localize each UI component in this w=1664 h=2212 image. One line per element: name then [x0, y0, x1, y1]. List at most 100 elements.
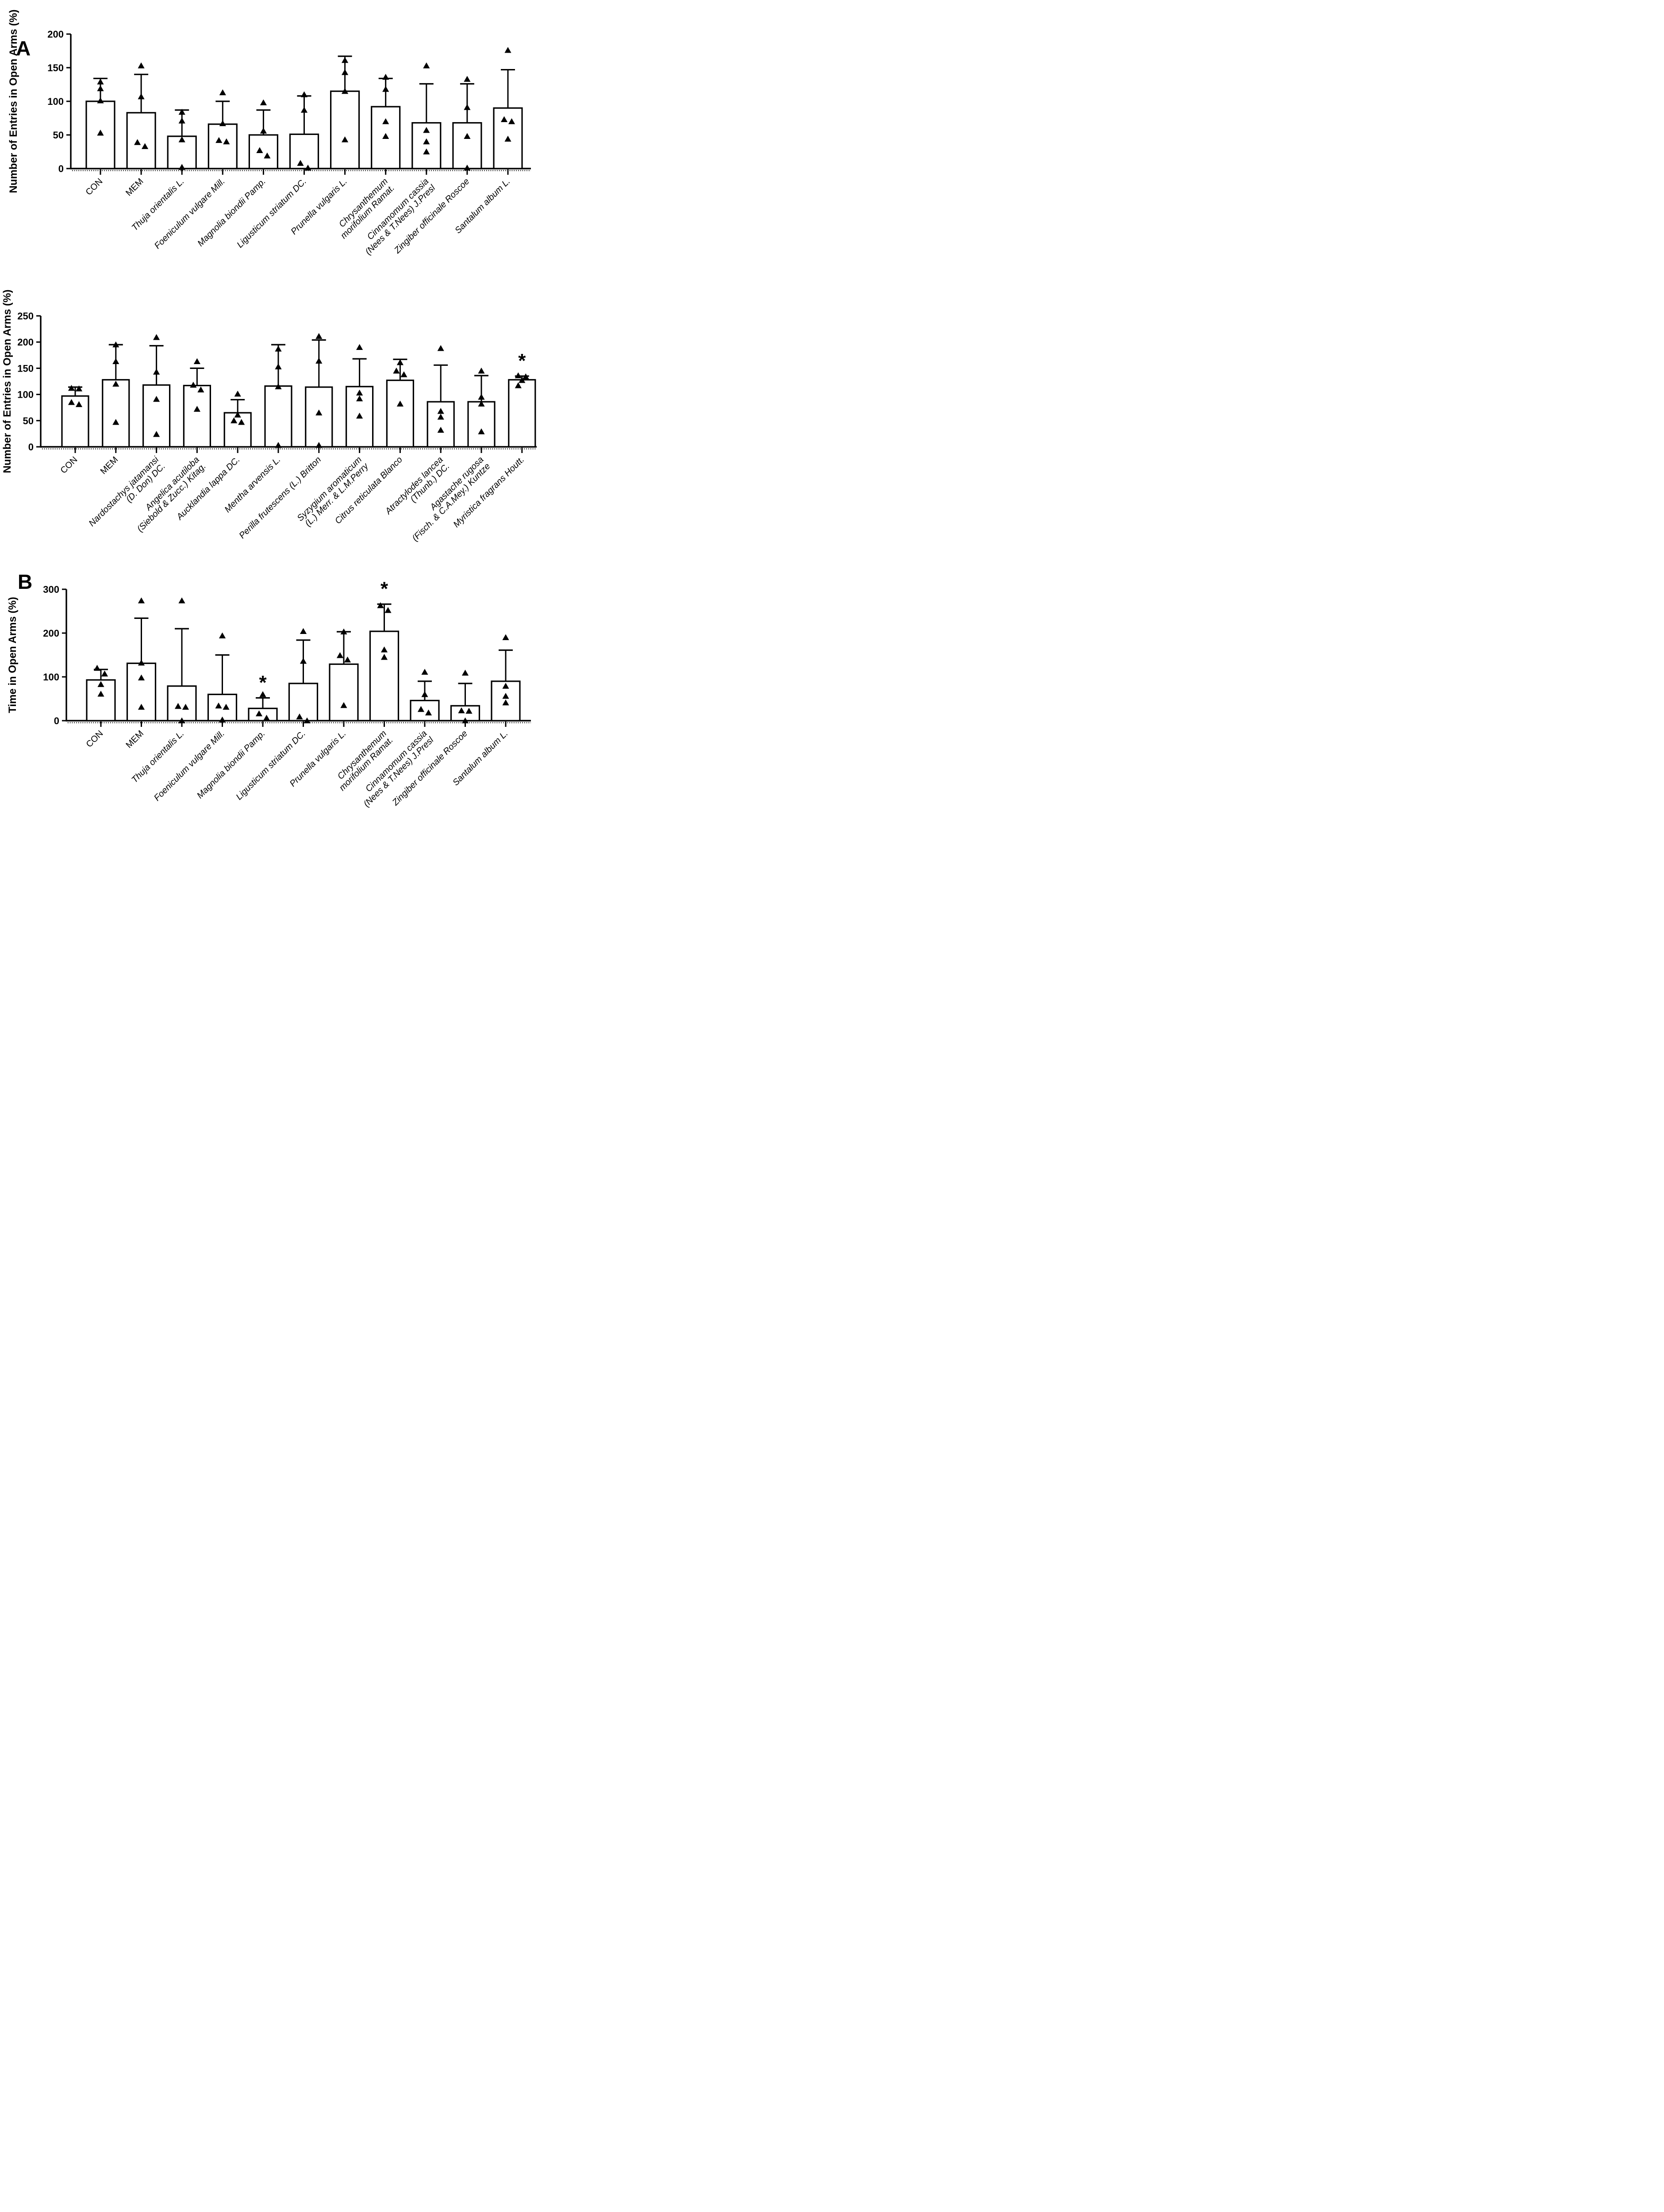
- data-point-triangle: [504, 47, 511, 53]
- data-point-triangle: [502, 634, 509, 640]
- category-label: MEM: [124, 729, 146, 750]
- y-tick-label: 50: [23, 415, 34, 426]
- y-tick-label: 150: [17, 363, 34, 374]
- y-tick-label: 300: [43, 584, 59, 595]
- y-tick-label: 200: [43, 628, 59, 639]
- significance-asterisk: *: [259, 672, 267, 694]
- data-point-triangle: [461, 717, 469, 723]
- bar: [248, 707, 278, 722]
- figure-elevated-plus-maze: A B 0 50 100 150 200 Number of Entries in Ope…: [0, 0, 555, 827]
- data-point-triangle: [219, 89, 226, 96]
- data-point-triangle: [356, 395, 363, 402]
- bar: [223, 412, 252, 448]
- y-tick-label: 100: [47, 96, 64, 107]
- data-point-triangle: [112, 358, 119, 365]
- data-point-triangle: [425, 709, 432, 716]
- data-point-triangle: [300, 107, 308, 113]
- significance-asterisk: *: [518, 350, 526, 372]
- data-point-triangle: [138, 659, 145, 666]
- data-point-triangle: [423, 62, 430, 69]
- data-point-triangle: [219, 632, 226, 638]
- data-point-triangle: [300, 657, 307, 664]
- data-point-triangle: [138, 597, 145, 603]
- data-point-triangle: [356, 389, 363, 396]
- significance-asterisk: *: [380, 578, 388, 600]
- data-point-triangle: [256, 147, 263, 153]
- bar: [467, 401, 496, 448]
- bar: [369, 630, 400, 722]
- data-point-triangle: [465, 707, 473, 714]
- data-point-triangle: [264, 152, 271, 159]
- y-tick-label: 100: [17, 389, 34, 400]
- bar: [288, 683, 319, 722]
- data-point-triangle: [223, 703, 230, 710]
- data-point-triangle: [382, 73, 389, 80]
- data-point-triangle: [421, 668, 428, 675]
- y-tick-label: 0: [28, 442, 34, 453]
- category-label: CON: [85, 729, 105, 749]
- data-point-triangle: [515, 382, 522, 388]
- data-point-triangle: [238, 419, 245, 425]
- data-point-triangle: [382, 133, 389, 139]
- data-point-triangle: [437, 426, 444, 433]
- y-axis-title: Number of Entries in Open Arms (%): [1, 289, 13, 473]
- category-label: MEM: [124, 177, 146, 198]
- data-point-triangle: [101, 670, 108, 677]
- data-point-triangle: [97, 78, 104, 84]
- bar: [264, 385, 292, 448]
- bar: [289, 133, 319, 169]
- data-point-triangle: [178, 108, 185, 115]
- bar: [142, 384, 171, 448]
- data-point-triangle: [197, 386, 204, 392]
- data-point-triangle: [464, 133, 471, 139]
- data-point-triangle: [502, 699, 509, 706]
- data-point-triangle: [275, 383, 282, 389]
- data-point-triangle: [315, 333, 323, 339]
- data-point-triangle: [112, 380, 119, 387]
- data-point-triangle: [478, 394, 485, 400]
- data-point-triangle: [461, 669, 469, 676]
- data-point-triangle: [138, 703, 145, 710]
- data-point-triangle: [193, 406, 200, 412]
- data-point-triangle: [437, 414, 444, 420]
- bar: [126, 112, 156, 169]
- data-point-triangle: [382, 86, 389, 92]
- data-point-triangle: [342, 57, 349, 63]
- data-point-triangle: [134, 139, 141, 145]
- data-point-triangle: [97, 130, 104, 136]
- data-point-triangle: [519, 377, 526, 383]
- data-point-triangle: [336, 652, 344, 658]
- data-point-triangle: [138, 62, 145, 69]
- data-point-triangle: [393, 367, 400, 374]
- bar: [126, 662, 157, 722]
- data-point-triangle: [275, 363, 282, 369]
- data-point-triangle: [502, 693, 509, 699]
- data-point-triangle: [178, 164, 185, 170]
- bar: [508, 379, 536, 448]
- data-point-triangle: [297, 160, 304, 166]
- data-point-triangle: [142, 143, 149, 149]
- y-axis-title: Number of Entries in Open Arms (%): [8, 9, 19, 193]
- data-point-triangle: [215, 137, 223, 143]
- data-point-triangle: [508, 118, 515, 124]
- data-point-triangle: [437, 408, 444, 414]
- data-point-triangle: [178, 597, 185, 603]
- data-point-triangle: [255, 710, 263, 717]
- data-point-triangle: [68, 399, 75, 405]
- category-label: Magnolia biondii Pamp.: [195, 729, 267, 801]
- data-point-triangle: [417, 706, 425, 712]
- data-point-triangle: [356, 412, 363, 419]
- data-point-triangle: [97, 85, 104, 92]
- data-point-triangle: [68, 384, 75, 391]
- y-tick-label: 0: [54, 715, 59, 726]
- data-point-triangle: [234, 391, 241, 397]
- bar: [61, 395, 89, 448]
- data-point-triangle: [382, 118, 389, 124]
- data-point-triangle: [75, 385, 83, 392]
- data-point-triangle: [380, 654, 388, 660]
- data-point-triangle: [138, 674, 145, 680]
- category-label: MEM: [99, 455, 120, 476]
- data-point-triangle: [219, 716, 226, 723]
- category-label: CON: [59, 455, 80, 476]
- bar: [452, 122, 482, 169]
